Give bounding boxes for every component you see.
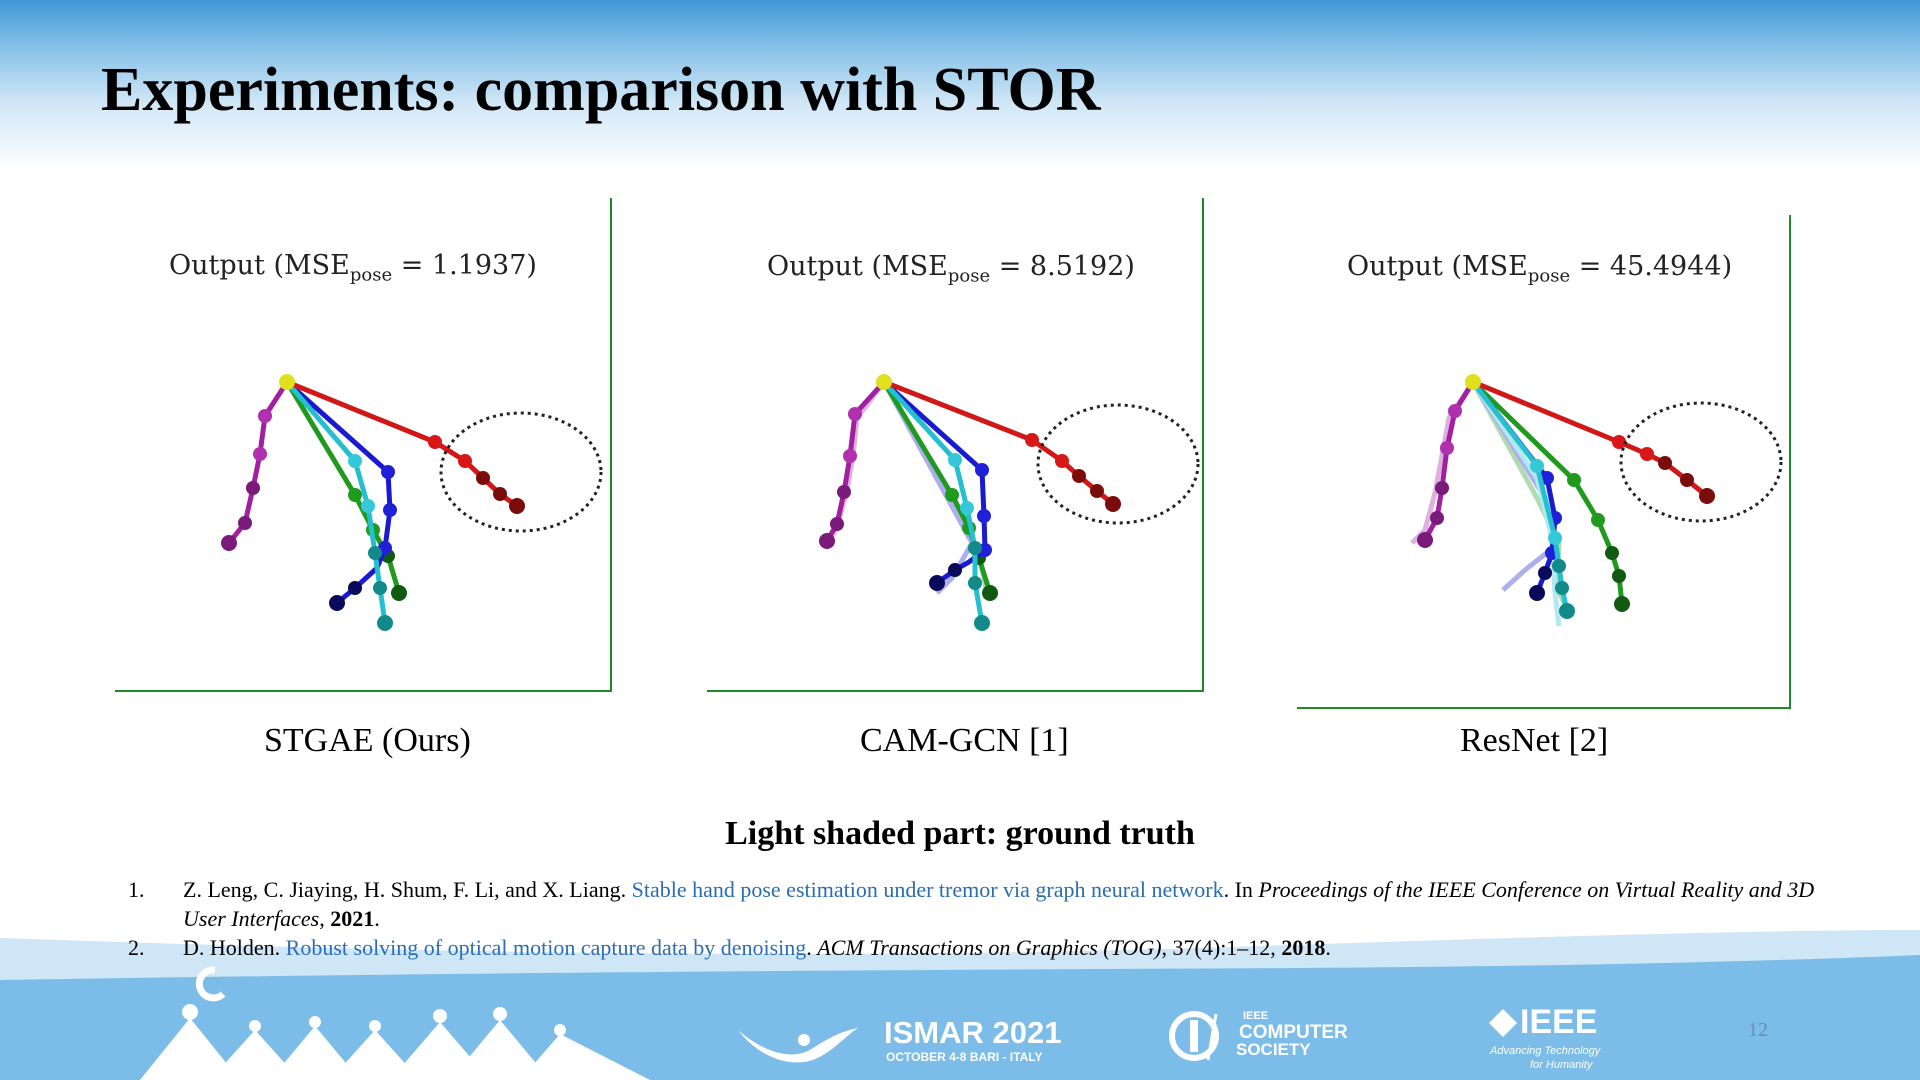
page-number: 12 bbox=[1748, 1019, 1768, 1041]
panel-output-label: Output (MSEpose = 45.4944) bbox=[1347, 251, 1732, 286]
cs-line2: SOCIETY bbox=[1236, 1040, 1311, 1059]
reference-venue: ACM Transactions on Graphics (TOG) bbox=[817, 935, 1162, 960]
reference-year: 2018 bbox=[1281, 935, 1326, 960]
panel-cam-gcn: Output (MSEpose = 8.5192) bbox=[707, 198, 1204, 692]
reference-end: . bbox=[374, 906, 380, 931]
ieee-tagline-1: Advancing Technology bbox=[1490, 1045, 1601, 1057]
mse-subscript: pose bbox=[349, 264, 393, 286]
hand-skeleton-plot bbox=[221, 374, 603, 631]
footer-band bbox=[0, 930, 1920, 1080]
plot-axis-right bbox=[1202, 198, 1204, 692]
ismar-subtitle: OCTOBER 4-8 BARI - ITALY bbox=[886, 1050, 1043, 1064]
computer-society-icon bbox=[1169, 1011, 1219, 1061]
trulli-skyline-icon bbox=[140, 966, 650, 1080]
hand-skeleton-plot bbox=[819, 374, 1200, 631]
panel-caption: STGAE (Ours) bbox=[264, 722, 471, 759]
mse-prefix: (MSE bbox=[1451, 251, 1528, 282]
dashed-highlight-ellipse bbox=[1036, 403, 1200, 525]
mse-value: = 8.5192) bbox=[990, 251, 1135, 282]
reference-sep: , 37(4):1–12, bbox=[1161, 935, 1282, 960]
reference-authors: D. Holden. bbox=[183, 935, 286, 960]
panel-stgae: Output (MSEpose = 1.1937) bbox=[115, 198, 612, 692]
header-gradient-band bbox=[0, 0, 1920, 170]
reference-sep: , bbox=[319, 906, 331, 931]
panel-output-label: Output (MSEpose = 1.1937) bbox=[169, 250, 537, 285]
references-list: 1. Z. Leng, C. Jiaying, H. Shum, F. Li, … bbox=[128, 875, 1848, 962]
reference-after-link: . bbox=[806, 935, 818, 960]
cs-ieee-label: IEEE bbox=[1243, 1010, 1269, 1022]
plot-axis-right bbox=[1789, 215, 1791, 709]
panel-resnet: Output (MSEpose = 45.4944) bbox=[1297, 215, 1791, 709]
ismar-title: ISMAR 2021 bbox=[884, 1015, 1062, 1050]
hand-skeleton-plot bbox=[1410, 374, 1783, 627]
output-word: Output bbox=[767, 251, 863, 282]
panel-caption: CAM-GCN [1] bbox=[860, 722, 1069, 759]
plot-axis-bottom bbox=[1297, 707, 1791, 709]
reference-item: 2. D. Holden. Robust solving of optical … bbox=[128, 933, 1848, 962]
ieee-tagline-2: for Humanity bbox=[1530, 1059, 1593, 1071]
mse-subscript: pose bbox=[947, 265, 991, 287]
reference-link[interactable]: Stable hand pose estimation under tremor… bbox=[631, 877, 1224, 902]
pinky-chain bbox=[227, 380, 290, 545]
mse-prefix: (MSE bbox=[871, 251, 948, 282]
panel-output-label: Output (MSEpose = 8.5192) bbox=[767, 251, 1135, 286]
output-word: Output bbox=[1347, 251, 1443, 282]
ieee-diamond-icon bbox=[1489, 1009, 1517, 1037]
mse-value: = 45.4944) bbox=[1570, 251, 1733, 282]
ground-truth-note: Light shaded part: ground truth bbox=[725, 815, 1195, 852]
dashed-highlight-ellipse bbox=[439, 411, 603, 533]
slide-title: Experiments: comparison with STOR bbox=[101, 56, 1101, 124]
reference-end: . bbox=[1325, 935, 1331, 960]
reference-venue: Proceedings of the IEEE Conference on Vi… bbox=[183, 877, 1815, 931]
mse-prefix: (MSE bbox=[273, 250, 350, 281]
reference-number: 1. bbox=[128, 877, 145, 902]
plot-axis-right bbox=[610, 198, 612, 692]
panel-caption: ResNet [2] bbox=[1460, 722, 1609, 759]
plot-axis-bottom bbox=[707, 690, 1204, 692]
output-word: Output bbox=[169, 250, 265, 281]
mse-value: = 1.1937) bbox=[392, 250, 537, 281]
plot-axis-bottom bbox=[115, 690, 612, 692]
reference-item: 1. Z. Leng, C. Jiaying, H. Shum, F. Li, … bbox=[128, 875, 1848, 933]
reference-after-link: . In bbox=[1223, 877, 1259, 902]
reference-year: 2021 bbox=[330, 906, 375, 931]
ieee-logo-text: IEEE bbox=[1520, 1003, 1598, 1041]
dashed-highlight-ellipse bbox=[1619, 401, 1783, 523]
reference-link[interactable]: Robust solving of optical motion capture… bbox=[285, 935, 807, 960]
cs-line1: COMPUTER bbox=[1239, 1022, 1348, 1043]
reference-authors: Z. Leng, C. Jiaying, H. Shum, F. Li, and… bbox=[183, 877, 632, 902]
mse-subscript: pose bbox=[1527, 265, 1571, 287]
reference-number: 2. bbox=[128, 935, 145, 960]
ismar-swan-icon bbox=[738, 1028, 858, 1063]
